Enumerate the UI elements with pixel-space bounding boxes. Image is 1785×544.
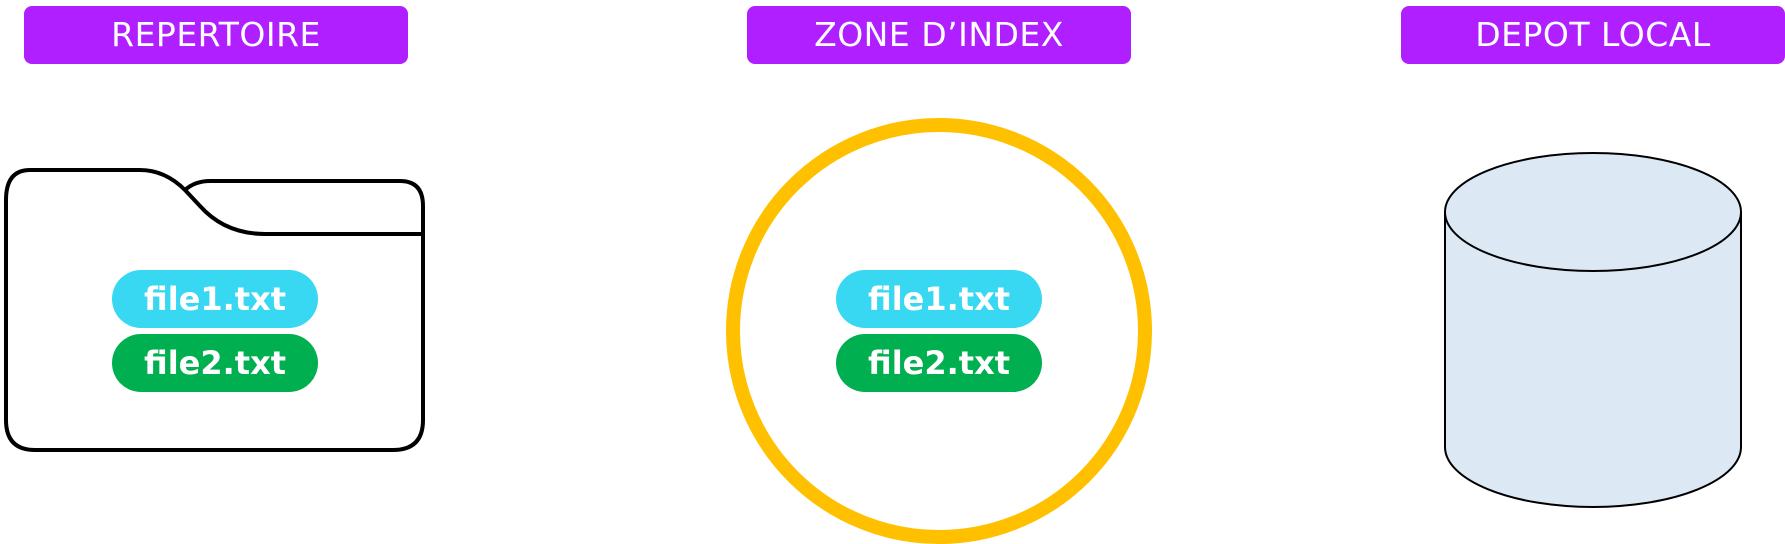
header-zone-index: ZONE D’INDEX <box>747 6 1131 64</box>
header-repertoire: REPERTOIRE <box>24 6 408 64</box>
folder-tab <box>183 179 425 234</box>
repertoire-file1-pill: file1.txt <box>112 270 318 328</box>
cylinder-top <box>1444 152 1742 272</box>
index-ring <box>726 118 1152 544</box>
index-file1-pill: file1.txt <box>836 270 1042 328</box>
index-file2-pill: file2.txt <box>836 334 1042 392</box>
cylinder-body <box>1444 212 1742 508</box>
repertoire-file2-pill: file2.txt <box>112 334 318 392</box>
header-depot-local: DEPOT LOCAL <box>1401 6 1785 64</box>
database-cylinder-icon <box>1444 152 1742 508</box>
